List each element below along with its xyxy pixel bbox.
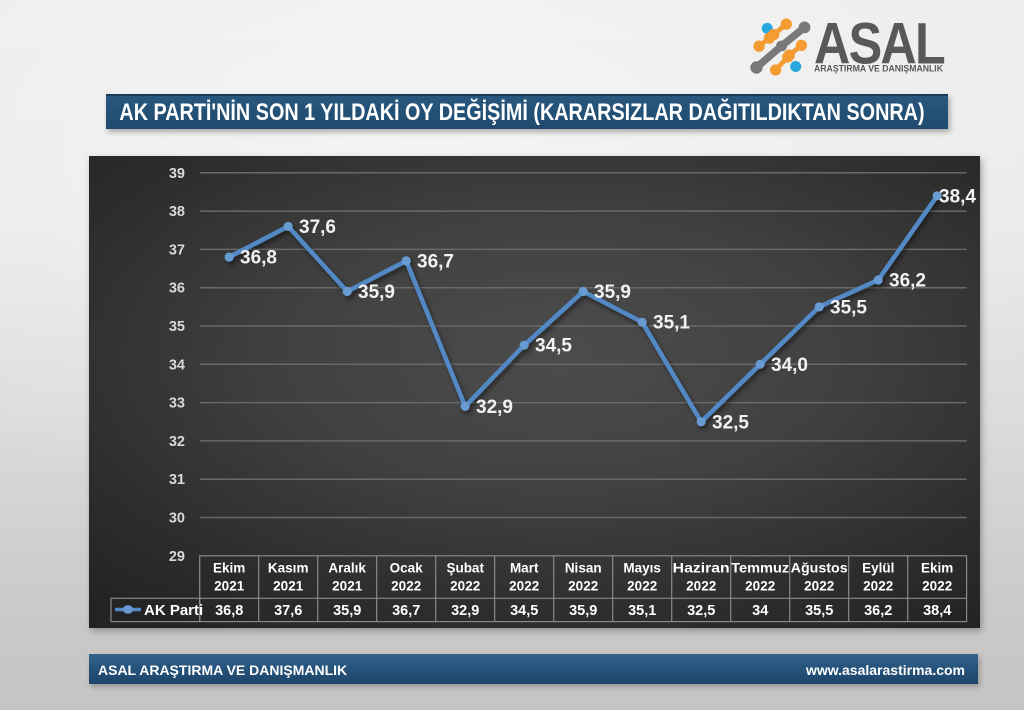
svg-text:38,4: 38,4 — [939, 186, 976, 207]
svg-text:35,9: 35,9 — [569, 603, 597, 619]
svg-text:35,5: 35,5 — [805, 603, 833, 619]
svg-text:32,9: 32,9 — [476, 397, 513, 418]
svg-text:Ekim: Ekim — [921, 561, 953, 576]
svg-text:36: 36 — [169, 281, 185, 297]
svg-text:2022: 2022 — [922, 579, 952, 594]
svg-text:39: 39 — [169, 166, 185, 182]
svg-text:36,2: 36,2 — [864, 603, 892, 619]
svg-text:35,1: 35,1 — [653, 313, 690, 334]
svg-text:2021: 2021 — [273, 579, 304, 594]
svg-text:Mart: Mart — [510, 561, 539, 576]
svg-text:2022: 2022 — [745, 579, 775, 594]
svg-text:2021: 2021 — [332, 579, 363, 594]
svg-text:32: 32 — [169, 434, 185, 450]
svg-text:36,7: 36,7 — [392, 603, 420, 619]
svg-text:Eylül: Eylül — [862, 561, 894, 576]
svg-text:34,0: 34,0 — [771, 355, 808, 376]
svg-text:36,7: 36,7 — [417, 251, 454, 272]
svg-text:33: 33 — [169, 396, 185, 412]
svg-text:2022: 2022 — [509, 579, 539, 594]
svg-text:32,9: 32,9 — [451, 603, 479, 619]
svg-text:34,5: 34,5 — [510, 603, 538, 619]
svg-text:35,9: 35,9 — [358, 282, 395, 303]
svg-text:Temmuz: Temmuz — [731, 561, 789, 576]
svg-text:2022: 2022 — [863, 579, 893, 594]
svg-text:Ekim: Ekim — [213, 561, 245, 576]
svg-text:36,2: 36,2 — [889, 271, 926, 292]
svg-text:Mayıs: Mayıs — [623, 561, 661, 576]
svg-text:2022: 2022 — [450, 579, 480, 594]
svg-text:Ağustos: Ağustos — [791, 561, 848, 576]
svg-text:36,8: 36,8 — [240, 248, 277, 269]
svg-text:31: 31 — [169, 472, 185, 488]
svg-text:2022: 2022 — [391, 579, 421, 594]
svg-text:Şubat: Şubat — [446, 561, 484, 576]
svg-text:37,6: 37,6 — [299, 217, 336, 238]
svg-text:Aralık: Aralık — [328, 561, 366, 576]
svg-text:Ocak: Ocak — [390, 561, 424, 576]
svg-text:37,6: 37,6 — [274, 603, 302, 619]
svg-text:35,5: 35,5 — [830, 297, 867, 318]
svg-text:30: 30 — [169, 511, 185, 527]
svg-text:35,9: 35,9 — [594, 282, 631, 303]
svg-text:ARAŞTIRMA VE DANIŞMANLIK: ARAŞTIRMA VE DANIŞMANLIK — [814, 64, 944, 74]
svg-text:Kasım: Kasım — [268, 561, 309, 576]
svg-text:32,5: 32,5 — [712, 412, 749, 433]
svg-text:ASAL: ASAL — [814, 14, 944, 77]
svg-text:AK Parti: AK Parti — [144, 602, 203, 619]
svg-text:2022: 2022 — [686, 579, 716, 594]
svg-text:36,8: 36,8 — [215, 603, 243, 619]
svg-text:Nisan: Nisan — [565, 561, 602, 576]
svg-text:32,5: 32,5 — [687, 603, 715, 619]
svg-text:38: 38 — [169, 204, 185, 220]
svg-text:2021: 2021 — [214, 579, 245, 594]
svg-text:2022: 2022 — [568, 579, 598, 594]
svg-text:2022: 2022 — [627, 579, 657, 594]
svg-text:37: 37 — [169, 242, 185, 258]
svg-text:35,9: 35,9 — [333, 603, 361, 619]
svg-text:2022: 2022 — [804, 579, 834, 594]
svg-text:34: 34 — [169, 357, 185, 373]
svg-text:35,1: 35,1 — [628, 603, 656, 619]
svg-text:34: 34 — [752, 603, 768, 619]
svg-text:29: 29 — [169, 549, 185, 565]
svg-text:34,5: 34,5 — [535, 336, 572, 357]
svg-text:35: 35 — [169, 319, 185, 335]
svg-text:38,4: 38,4 — [923, 603, 951, 619]
svg-text:Haziran: Haziran — [673, 561, 730, 576]
